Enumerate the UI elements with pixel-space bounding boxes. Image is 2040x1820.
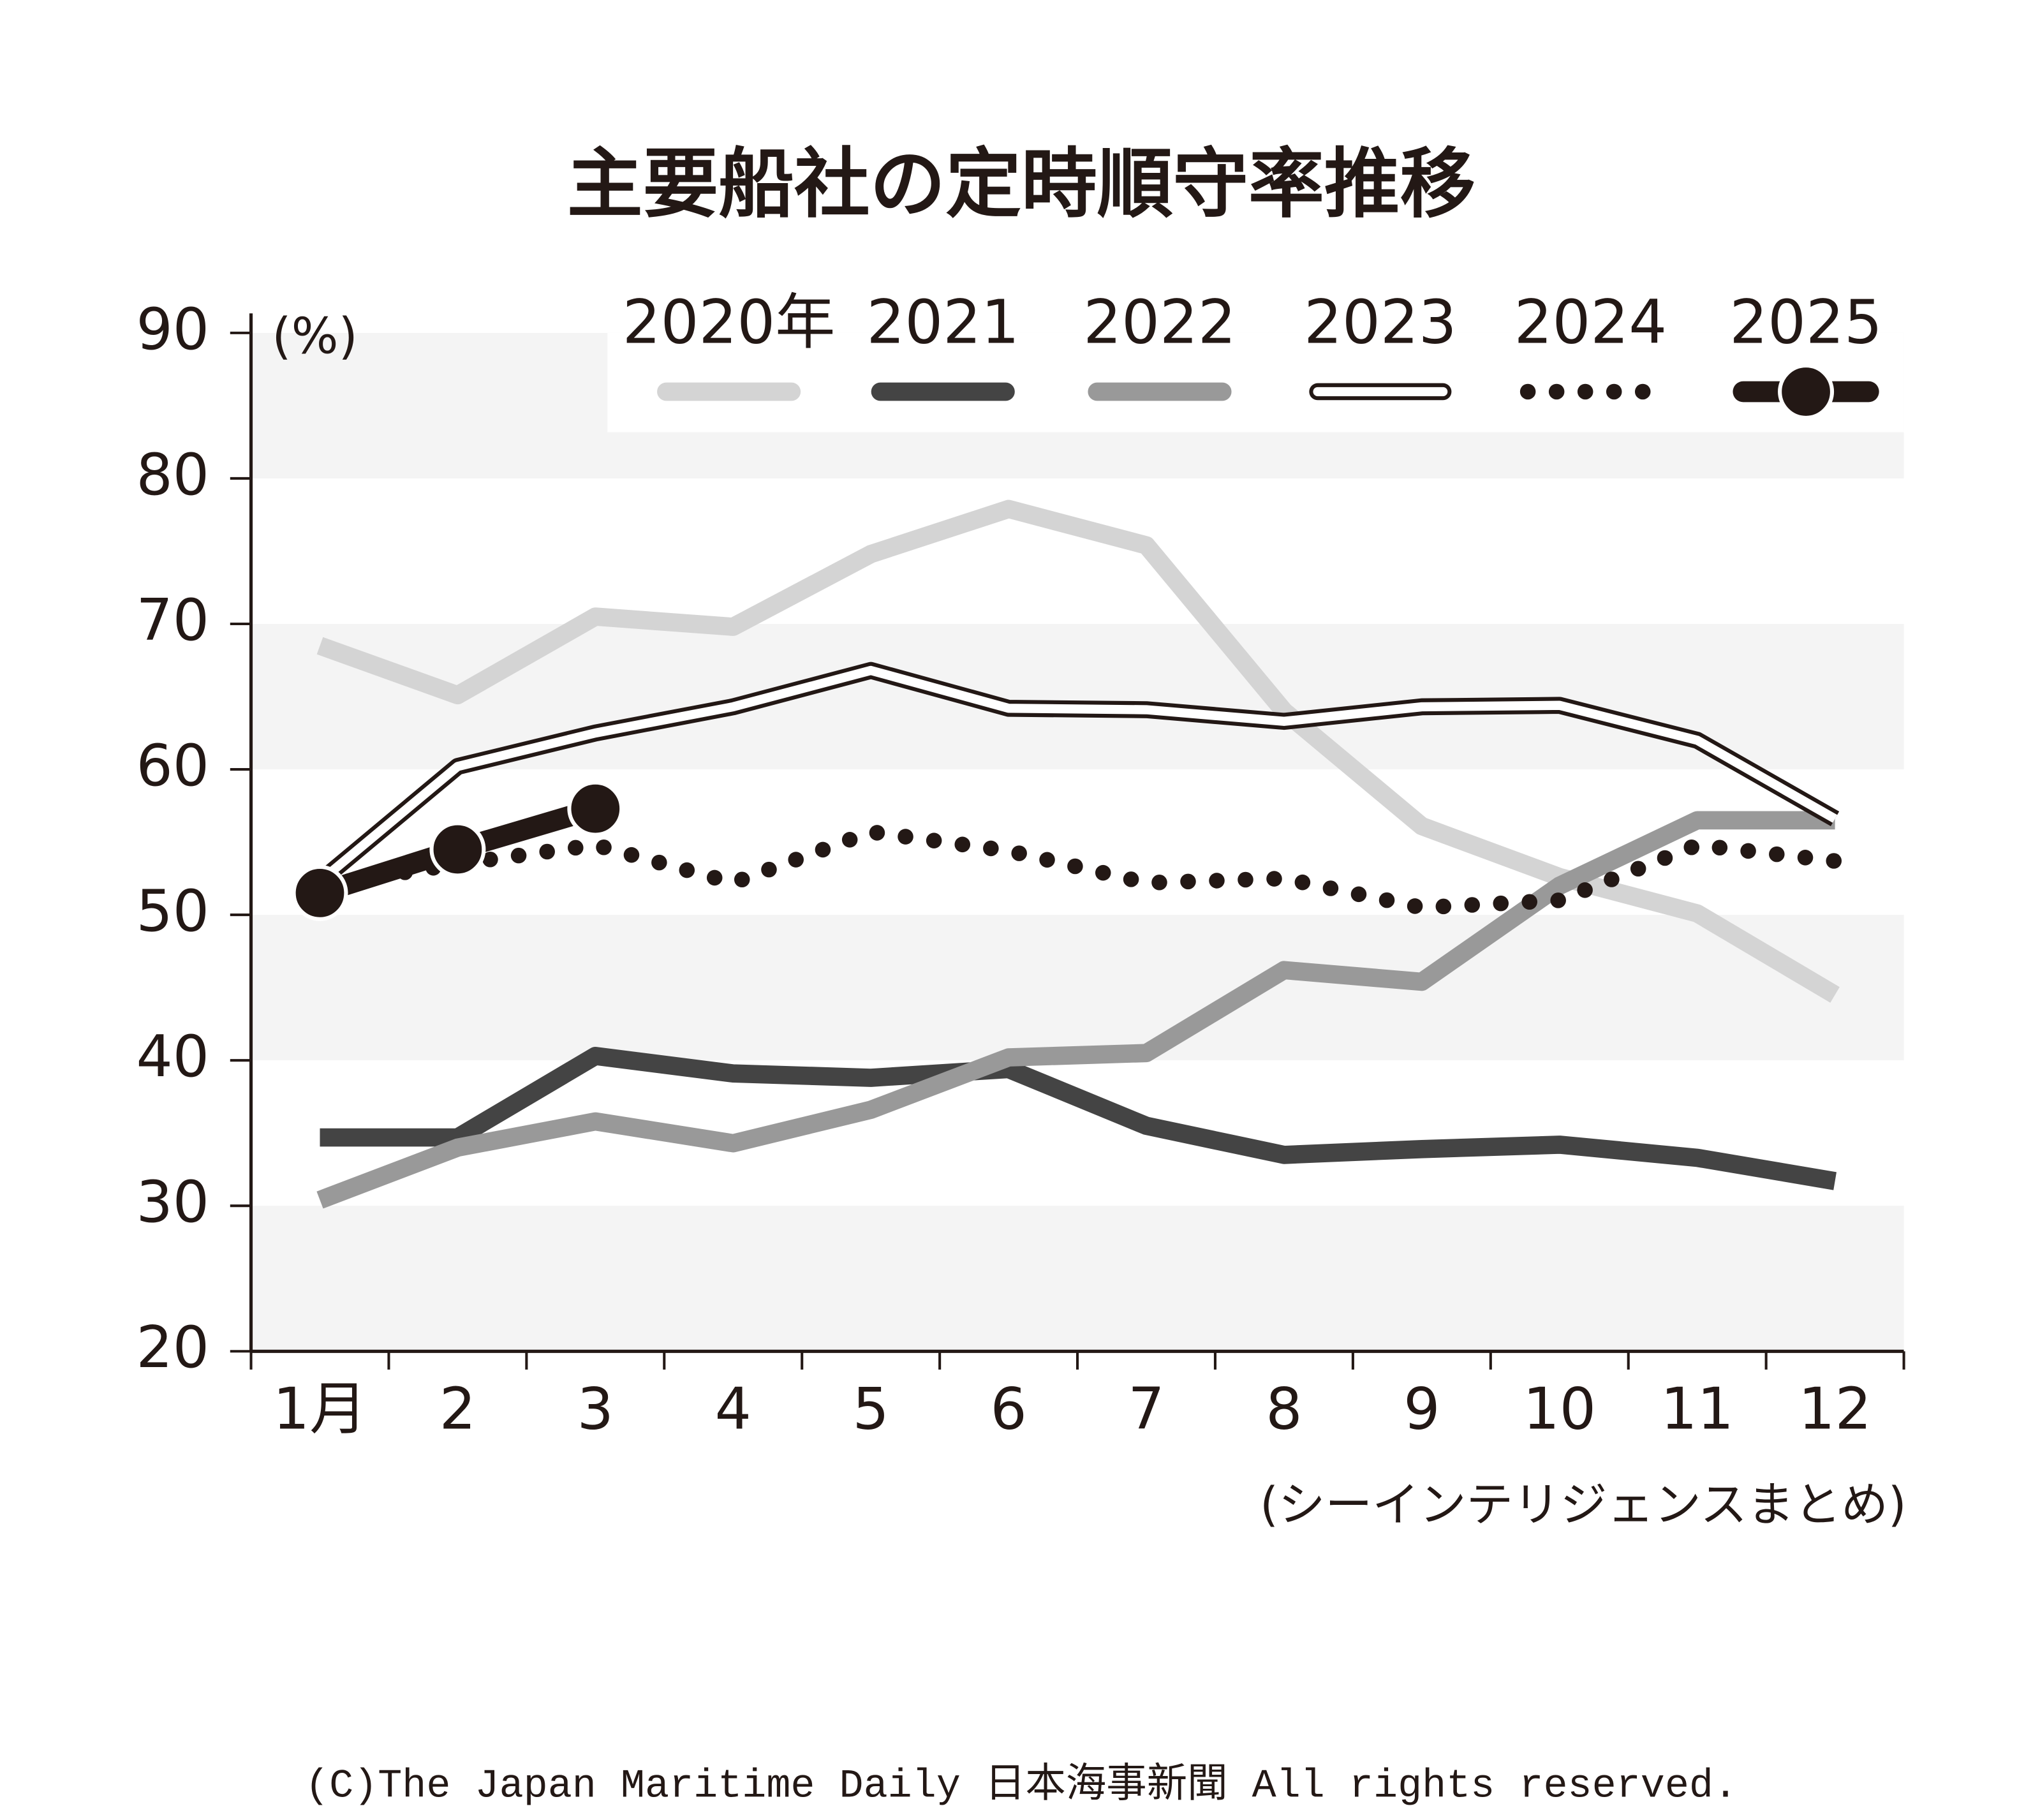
data-point xyxy=(567,780,624,837)
y-tick-label: 80 xyxy=(136,441,209,508)
x-tick-label: 9 xyxy=(1403,1375,1440,1442)
legend-label: 2020年 xyxy=(623,288,836,358)
y-tick-label: 70 xyxy=(136,587,209,654)
copyright: (C)The Japan Maritime Daily 日本海事新聞 All r… xyxy=(305,1762,1738,1810)
y-tick-label: 40 xyxy=(136,1023,209,1090)
legend-label: 2022 xyxy=(1083,288,1236,358)
data-point xyxy=(292,864,348,921)
x-tick-label: 12 xyxy=(1798,1375,1872,1442)
background-band xyxy=(251,623,1904,770)
source-note: (シーインテリジェンスまとめ) xyxy=(1260,1478,1907,1532)
y-tick-label: 60 xyxy=(136,732,209,799)
x-tick-label: 4 xyxy=(715,1375,751,1442)
x-tick-label: 10 xyxy=(1523,1375,1596,1442)
legend-label: 2024 xyxy=(1514,288,1667,358)
x-tick-label: 1月 xyxy=(273,1375,367,1442)
x-tick-label: 7 xyxy=(1128,1375,1164,1442)
x-tick-label: 6 xyxy=(990,1375,1026,1442)
background-band xyxy=(251,915,1904,1061)
legend-label: 2021 xyxy=(866,288,1019,358)
x-tick-label: 11 xyxy=(1660,1375,1734,1442)
legend-label: 2023 xyxy=(1304,288,1457,358)
y-tick-label: 50 xyxy=(136,878,209,945)
y-tick-label: 20 xyxy=(136,1314,209,1381)
chart-title: 主要船社の定時順守率推移 xyxy=(567,140,1475,228)
data-point xyxy=(429,821,486,878)
series-line-inner xyxy=(316,665,1838,885)
y-tick-label: 30 xyxy=(136,1169,209,1236)
x-tick-label: 3 xyxy=(577,1375,614,1442)
y-axis-label: (%) xyxy=(272,308,358,366)
x-tick-label: 5 xyxy=(853,1375,889,1442)
series-line xyxy=(312,824,1843,915)
series-line xyxy=(320,1046,1837,1190)
background-band xyxy=(251,1206,1904,1352)
series-line xyxy=(316,811,1835,1209)
y-tick-label: 90 xyxy=(136,296,209,363)
legend-box xyxy=(607,332,1904,433)
x-tick-label: 8 xyxy=(1266,1375,1302,1442)
legend-label: 2025 xyxy=(1729,288,1882,358)
legend-marker xyxy=(1778,363,1835,420)
x-tick-label: 2 xyxy=(440,1375,476,1442)
